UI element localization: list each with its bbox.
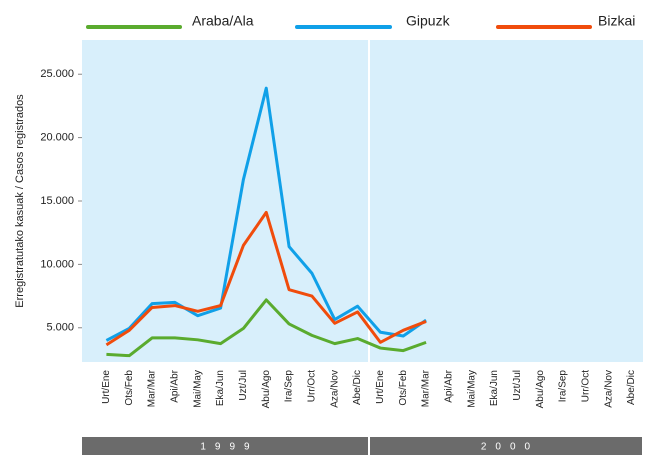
x-tick-label: Uzt/Jul [238,370,249,401]
x-tick-label: Uzt/Jul [512,370,523,401]
x-tick-label: Urr/Oct [581,370,592,402]
series-line [105,86,427,342]
x-tick-label: Urr/Oct [307,370,318,402]
y-tick-label: 25.000 [40,68,74,80]
x-tick-label: Eka/Jun [215,370,226,406]
x-tick-label: Abu/Ago [535,370,546,409]
x-tick-label: Aza/Nov [329,370,340,408]
plot-area [82,40,643,362]
x-tick-label: Urt/Ene [101,370,112,404]
legend-label: Bizkai [598,13,635,29]
x-tick-label: Api/Abr [170,369,181,402]
x-tick-label: Abu/Ago [261,370,272,409]
y-tick-label: 20.000 [40,132,74,144]
x-tick-label: Mar/Mar [421,369,432,407]
year-label: 2000 [481,442,539,453]
x-tick-label: Abe/Dic [352,370,363,405]
legend-label: Gipuzk [406,13,451,29]
series-line [106,298,427,358]
legend-label: Araba/Ala [192,13,254,29]
year-label: 1999 [200,442,258,453]
x-tick-label: Ira/Sep [284,370,295,403]
y-tick-label: 10.000 [40,258,74,270]
x-tick-label: Api/Abr [444,369,455,402]
x-tick-label: Mai/May [466,370,477,408]
y-tick-label: 15.000 [40,195,74,207]
year-band [82,437,368,455]
x-tick-label: Aza/Nov [603,370,614,408]
x-tick-label: Eka/Jun [489,370,500,406]
y-axis-title: Erregistratutako kasuak / Casos registra… [14,94,26,308]
x-tick-label: Ots/Feb [124,370,135,406]
x-tick-label: Ots/Feb [398,370,409,406]
x-tick-label: Urt/Ene [375,370,386,404]
x-tick-label: Ira/Sep [558,370,569,403]
year-band [370,437,642,455]
y-tick-label: 5.000 [46,322,74,334]
x-tick-label: Abe/Dic [626,370,637,405]
x-tick-label: Mai/May [192,370,203,408]
series-line [105,210,427,347]
x-tick-label: Mar/Mar [147,369,158,407]
